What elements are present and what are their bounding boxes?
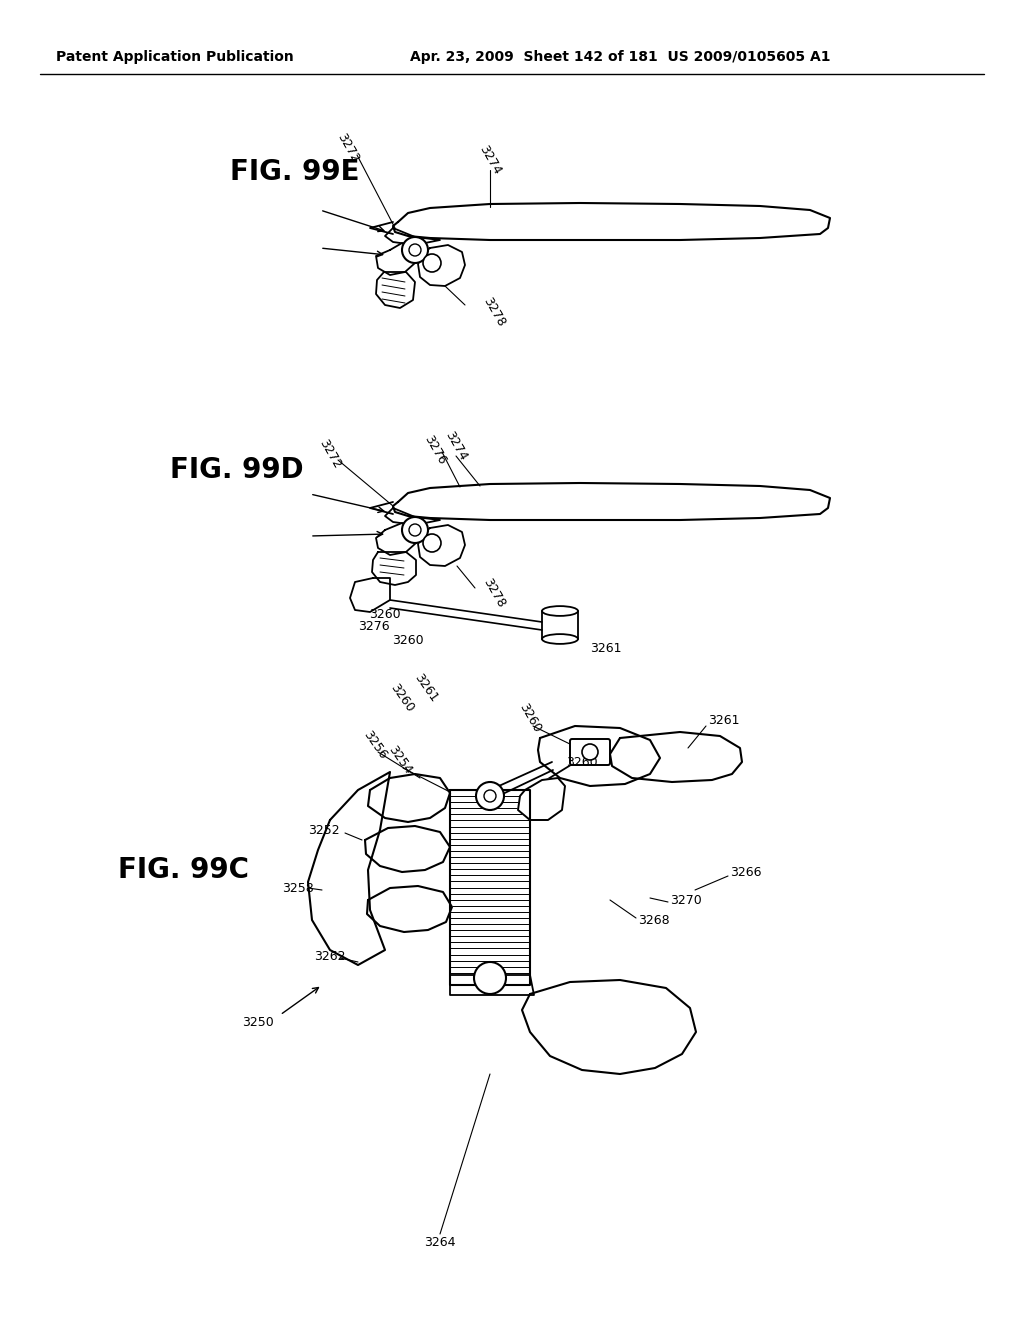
Text: 3260: 3260: [566, 755, 598, 768]
Polygon shape: [368, 774, 450, 822]
Text: 3264: 3264: [424, 1236, 456, 1249]
Text: 3270: 3270: [670, 894, 701, 907]
Ellipse shape: [542, 606, 578, 616]
Text: 3276: 3276: [422, 433, 449, 467]
Text: 3256: 3256: [360, 729, 389, 762]
Polygon shape: [518, 777, 565, 820]
Polygon shape: [365, 826, 450, 873]
Circle shape: [582, 744, 598, 760]
Circle shape: [402, 517, 428, 543]
Polygon shape: [522, 979, 696, 1074]
Polygon shape: [450, 789, 530, 985]
Text: 3262: 3262: [314, 949, 346, 962]
Text: 3274: 3274: [476, 143, 504, 177]
Circle shape: [423, 535, 441, 552]
Text: 3260: 3260: [370, 607, 400, 620]
Text: 3261: 3261: [412, 672, 440, 705]
Circle shape: [423, 253, 441, 272]
Text: FIG. 99E: FIG. 99E: [230, 158, 359, 186]
Text: 3261: 3261: [590, 642, 622, 655]
Text: Patent Application Publication: Patent Application Publication: [56, 50, 294, 63]
Polygon shape: [367, 886, 452, 932]
Polygon shape: [538, 726, 660, 785]
Text: 3278: 3278: [480, 576, 507, 610]
Polygon shape: [308, 772, 390, 965]
Text: 3261: 3261: [708, 714, 739, 726]
Polygon shape: [350, 578, 390, 612]
Text: 3260: 3260: [392, 634, 424, 647]
Text: 3250: 3250: [242, 1015, 273, 1028]
Text: 3258: 3258: [283, 882, 314, 895]
Polygon shape: [385, 228, 440, 246]
Polygon shape: [393, 203, 830, 240]
Text: FIG. 99C: FIG. 99C: [118, 855, 249, 884]
FancyBboxPatch shape: [570, 739, 610, 766]
Circle shape: [476, 781, 504, 810]
Polygon shape: [418, 525, 465, 566]
Polygon shape: [376, 272, 415, 308]
Circle shape: [402, 238, 428, 263]
Polygon shape: [370, 502, 393, 513]
Polygon shape: [372, 552, 416, 585]
Text: 3252: 3252: [308, 824, 340, 837]
Text: 3278: 3278: [480, 294, 507, 329]
Text: 3260: 3260: [388, 681, 417, 714]
Polygon shape: [370, 222, 393, 234]
Polygon shape: [376, 243, 415, 275]
Text: Apr. 23, 2009  Sheet 142 of 181  US 2009/0105605 A1: Apr. 23, 2009 Sheet 142 of 181 US 2009/0…: [410, 50, 830, 63]
Polygon shape: [393, 483, 830, 520]
Polygon shape: [418, 246, 465, 286]
Polygon shape: [610, 733, 742, 781]
Text: 3276: 3276: [358, 619, 390, 632]
Polygon shape: [376, 523, 416, 554]
Text: 3266: 3266: [730, 866, 762, 879]
Text: 3272: 3272: [335, 131, 361, 165]
Ellipse shape: [542, 634, 578, 644]
Polygon shape: [450, 975, 534, 995]
Text: FIG. 99D: FIG. 99D: [170, 455, 304, 484]
Text: 3268: 3268: [638, 913, 670, 927]
Circle shape: [474, 962, 506, 994]
Polygon shape: [385, 508, 440, 525]
Text: 3254: 3254: [386, 743, 415, 776]
Text: 3272: 3272: [316, 437, 343, 471]
Text: 3260: 3260: [516, 701, 544, 735]
Text: 3274: 3274: [442, 429, 470, 463]
